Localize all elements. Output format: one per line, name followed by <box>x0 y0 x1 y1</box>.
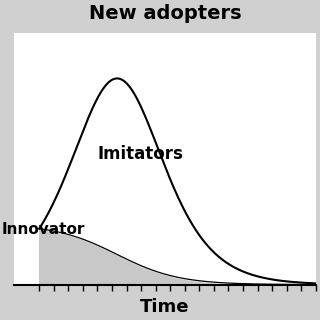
Title: New adopters: New adopters <box>89 4 241 23</box>
Text: Innovator: Innovator <box>2 222 85 237</box>
X-axis label: Time: Time <box>140 298 190 316</box>
Text: Imitators: Imitators <box>98 145 184 163</box>
